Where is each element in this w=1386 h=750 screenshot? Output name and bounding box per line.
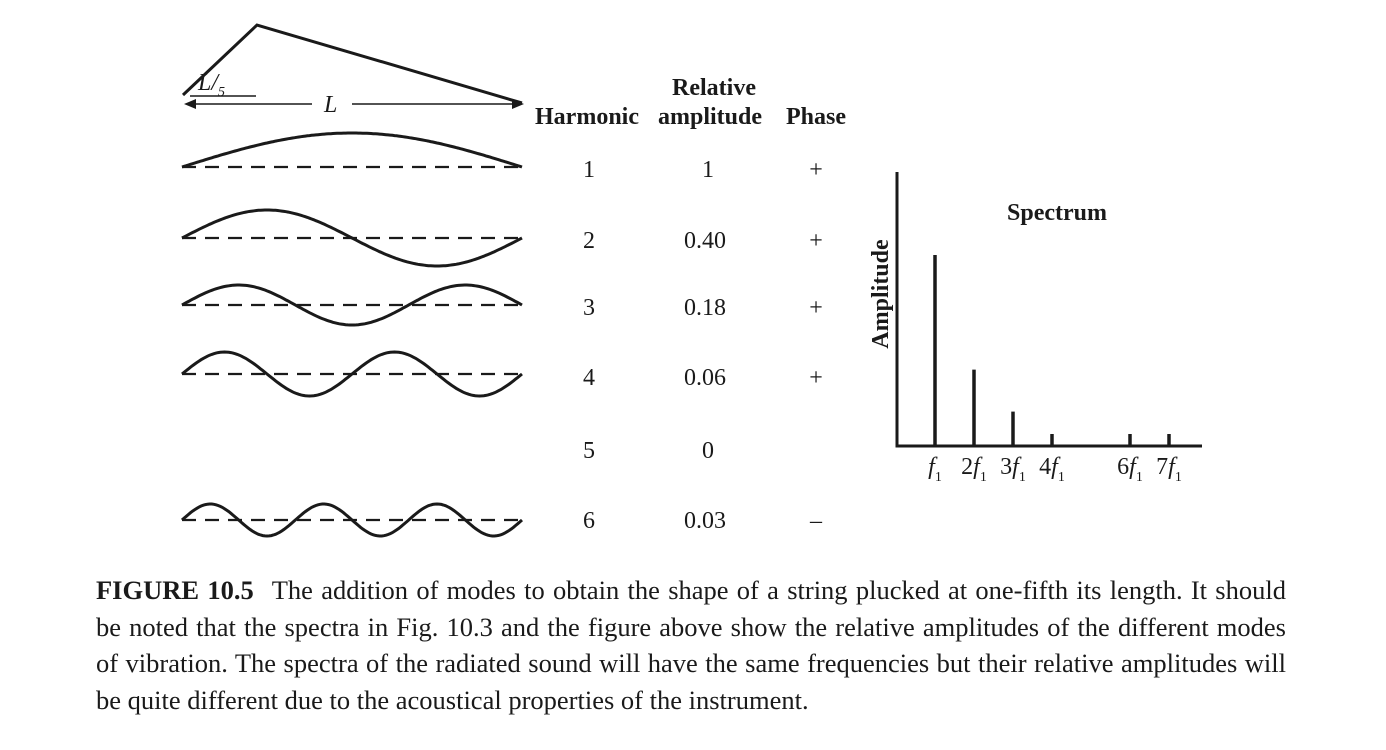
mode-4-shape: [181, 350, 523, 398]
plucked-string-shape: [181, 23, 523, 105]
harmonic-table-rows: 1 1 + 2 0.40 + 3 0.18 + 4 0.06 + 5 0 6 0…: [583, 157, 823, 534]
relative-amplitude-4: 0.06: [684, 365, 726, 391]
header-relative: Relative: [672, 75, 756, 101]
header-phase: Phase: [786, 104, 846, 130]
spectrum-axes: [895, 172, 1202, 448]
harmonic-number-1: 1: [583, 157, 595, 183]
spectrum-chart: Spectrum Amplitude f1 2f1 3f1 4f1 6f1 7f1: [868, 172, 1202, 485]
relative-amplitude-5: 0: [702, 438, 714, 464]
relative-amplitude-3: 0.18: [684, 295, 726, 321]
relative-amplitude-2: 0.40: [684, 228, 726, 254]
spectrum-tick-labels: f1 2f1 3f1 4f1 6f1 7f1: [928, 454, 1182, 485]
header-amplitude: amplitude: [658, 104, 762, 130]
tick-label-4f1: 4f1: [1039, 454, 1065, 485]
tick-label-3f1: 3f1: [1000, 454, 1026, 485]
length-arrowhead-left: [184, 99, 196, 109]
relative-amplitude-6: 0.03: [684, 508, 726, 534]
mode-1-shape: [181, 131, 523, 169]
tick-label-6f1: 6f1: [1117, 454, 1143, 485]
phase-3: +: [809, 295, 823, 321]
mode-2-shape: [181, 208, 523, 268]
tick-label-2f1: 2f1: [961, 454, 987, 485]
header-harmonic: Harmonic: [535, 104, 639, 130]
length-arrowhead-right: [512, 99, 524, 109]
tick-label-f1: f1: [928, 454, 942, 485]
mode-3-shape: [181, 283, 523, 327]
harmonic-number-2: 2: [583, 228, 595, 254]
mode-shapes: [180, 131, 524, 538]
figure: L/5 L Relative Harmonic amplitude Phase …: [180, 23, 1202, 538]
phase-2: +: [809, 228, 823, 254]
phase-1: +: [809, 157, 823, 183]
spectrum-spikes: [933, 255, 1171, 446]
relative-amplitude-1: 1: [702, 157, 714, 183]
figure-caption: FIGURE 10.5 The addition of modes to obta…: [96, 572, 1286, 718]
pluck-label: L/5: [197, 70, 225, 100]
tick-label-7f1: 7f1: [1156, 454, 1182, 485]
mode-6-shape: [180, 502, 524, 538]
phase-4: +: [809, 365, 823, 391]
length-label: L: [323, 92, 337, 118]
harmonic-number-6: 6: [583, 508, 595, 534]
harmonic-number-5: 5: [583, 438, 595, 464]
caption-text: The addition of modes to obtain the shap…: [96, 575, 1286, 715]
figure-label: FIGURE 10.5: [96, 575, 254, 605]
spectrum-ylabel: Amplitude: [868, 239, 894, 349]
phase-6: –: [809, 508, 823, 534]
harmonic-table-header: Relative Harmonic amplitude Phase: [535, 75, 846, 130]
harmonic-number-4: 4: [583, 365, 595, 391]
harmonic-number-3: 3: [583, 295, 595, 321]
plucked-string-diagram: L/5 L: [181, 23, 524, 118]
spectrum-title: Spectrum: [1007, 200, 1107, 226]
